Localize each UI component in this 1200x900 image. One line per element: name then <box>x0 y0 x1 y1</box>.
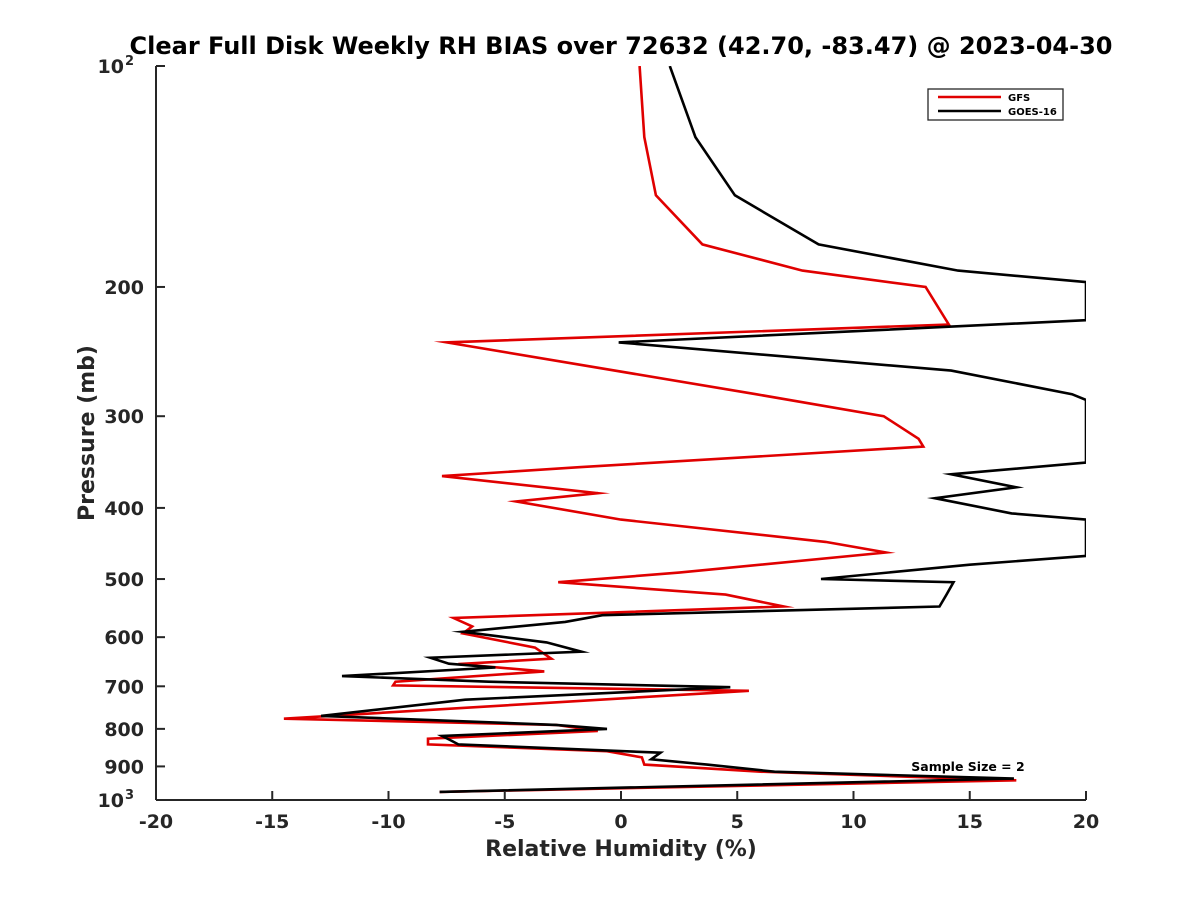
x-tick-label: 10 <box>840 811 866 833</box>
y-tick-label: 400 <box>104 498 144 520</box>
y-tick-label: 10 <box>98 790 124 812</box>
series-line-goes-16 <box>320 66 1086 794</box>
x-tick-label: -20 <box>139 811 173 833</box>
y-tick-exponent: 3 <box>125 788 134 803</box>
y-tick-exponent: 2 <box>125 54 134 69</box>
y-axis-label: Pressure (mb) <box>75 345 100 521</box>
legend-label-gfs: GFS <box>1008 93 1030 104</box>
x-tick-label: -15 <box>255 811 289 833</box>
x-tick-label: 20 <box>1073 811 1099 833</box>
x-axis-label: Relative Humidity (%) <box>485 837 757 862</box>
y-tick-label: 200 <box>104 277 144 299</box>
y-tick-label: 700 <box>104 676 144 698</box>
y-tick-label: 500 <box>104 569 144 591</box>
x-axis-ticks: -20 -15 -10 -5 0 5 10 15 20 <box>139 791 1099 833</box>
sample-size-annotation: Sample Size = 2 <box>911 759 1024 774</box>
series-line-gfs <box>283 66 1017 794</box>
x-tick-label: 0 <box>614 811 627 833</box>
x-tick-label: 5 <box>731 811 744 833</box>
x-tick-label: -10 <box>371 811 405 833</box>
y-tick-label: 300 <box>104 406 144 428</box>
y-tick-label: 900 <box>104 756 144 778</box>
series-layer <box>283 66 1086 794</box>
y-tick-label: 800 <box>104 719 144 741</box>
legend-label-goes16: GOES-16 <box>1008 107 1057 118</box>
legend: GFS GOES-16 <box>927 88 1064 121</box>
y-tick-label: 10 <box>98 56 124 78</box>
y-tick-label: 600 <box>104 627 144 649</box>
chart-title: Clear Full Disk Weekly RH BIAS over 7263… <box>130 32 1113 60</box>
x-tick-label: 15 <box>957 811 983 833</box>
x-tick-label: -5 <box>494 811 515 833</box>
legend-box <box>927 88 1064 121</box>
